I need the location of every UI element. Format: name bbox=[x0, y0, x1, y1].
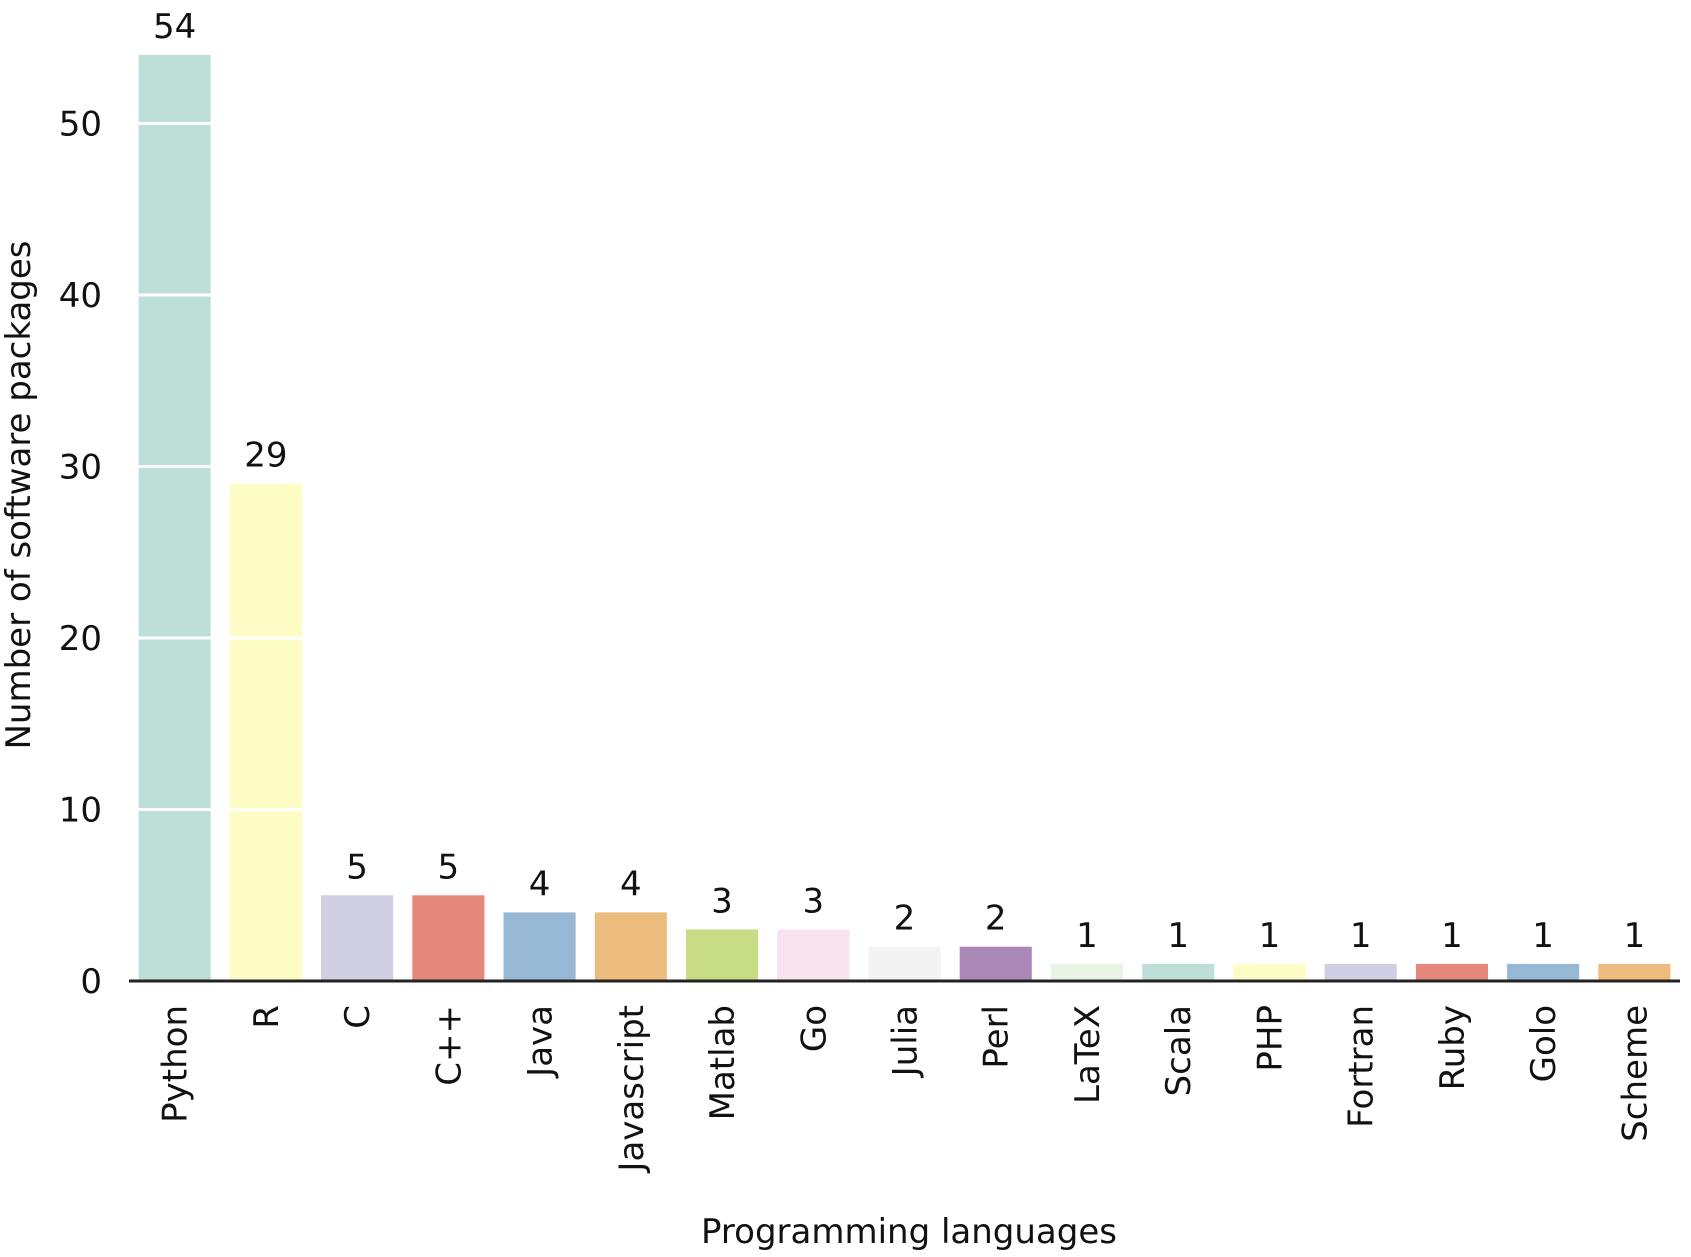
x-tick-label: C bbox=[338, 1005, 378, 1029]
value-label: 3 bbox=[802, 882, 824, 922]
x-axis-title: Programming languages bbox=[701, 1212, 1117, 1252]
bar-julia bbox=[868, 946, 941, 981]
bar-fortran bbox=[1324, 963, 1397, 981]
x-tick-label: R bbox=[247, 1005, 287, 1029]
x-tick-label: C++ bbox=[429, 1005, 469, 1086]
bars-layer bbox=[138, 54, 1671, 982]
value-label: 1 bbox=[1624, 916, 1646, 956]
value-label: 2 bbox=[985, 899, 1007, 939]
value-label: 1 bbox=[1167, 916, 1189, 956]
y-tick-label: 0 bbox=[80, 962, 102, 1002]
bar-python bbox=[138, 54, 211, 981]
x-tick-label: Python bbox=[156, 1005, 196, 1123]
value-label: 54 bbox=[153, 7, 196, 47]
bar-latex bbox=[1050, 963, 1123, 981]
value-label: 1 bbox=[1441, 916, 1463, 956]
x-tick-label: Scala bbox=[1159, 1005, 1199, 1096]
bar-matlab bbox=[686, 929, 759, 981]
x-tick-label: PHP bbox=[1250, 1005, 1290, 1072]
bar-ruby bbox=[1415, 963, 1488, 981]
value-label: 1 bbox=[1076, 916, 1098, 956]
y-tick-label: 50 bbox=[59, 105, 102, 145]
value-label: 5 bbox=[437, 847, 459, 887]
bar-php bbox=[1233, 963, 1306, 981]
y-tick-label: 30 bbox=[59, 448, 102, 488]
y-tick-label: 20 bbox=[59, 619, 102, 659]
bar-javascript bbox=[594, 912, 667, 981]
bar-perl bbox=[959, 946, 1032, 981]
x-tick-label: Julia bbox=[886, 1005, 926, 1078]
y-tick-label: 10 bbox=[59, 791, 102, 831]
value-label: 1 bbox=[1532, 916, 1554, 956]
x-ticks-layer: Python R C C++ Java Javascript Matlab Go Julia Pe… bbox=[156, 1005, 1656, 1174]
value-label: 4 bbox=[620, 864, 642, 904]
bar-golo bbox=[1507, 963, 1580, 981]
bar-c- bbox=[412, 895, 485, 982]
x-tick-label: Scheme bbox=[1615, 1005, 1655, 1142]
bar-scala bbox=[1142, 963, 1215, 981]
bar-c bbox=[321, 895, 394, 982]
value-label: 1 bbox=[1350, 916, 1372, 956]
bar-go bbox=[777, 929, 850, 981]
x-tick-label: Javascript bbox=[612, 1005, 652, 1174]
y-axis-title: Number of software packages bbox=[0, 240, 39, 749]
value-label: 29 bbox=[244, 436, 287, 476]
value-label: 3 bbox=[711, 882, 733, 922]
x-tick-label: Golo bbox=[1524, 1005, 1564, 1082]
x-tick-label: Go bbox=[794, 1005, 834, 1052]
value-label: 1 bbox=[1259, 916, 1281, 956]
x-tick-label: Java bbox=[521, 1005, 561, 1079]
y-tick-label: 40 bbox=[59, 276, 102, 316]
y-ticks-layer: 0 10 20 30 40 50 bbox=[59, 105, 102, 1003]
bar-java bbox=[503, 912, 576, 981]
value-label: 2 bbox=[894, 899, 916, 939]
bar-r bbox=[229, 483, 302, 981]
x-tick-label: Ruby bbox=[1433, 1005, 1473, 1090]
value-label: 4 bbox=[529, 864, 551, 904]
x-tick-label: Fortran bbox=[1342, 1005, 1382, 1128]
x-tick-label: Matlab bbox=[703, 1005, 743, 1120]
grid-layer bbox=[129, 122, 1680, 811]
x-tick-label: LaTeX bbox=[1068, 1005, 1108, 1104]
value-label: 5 bbox=[346, 847, 368, 887]
bar-scheme bbox=[1598, 963, 1671, 981]
x-tick-label: Perl bbox=[977, 1005, 1017, 1069]
